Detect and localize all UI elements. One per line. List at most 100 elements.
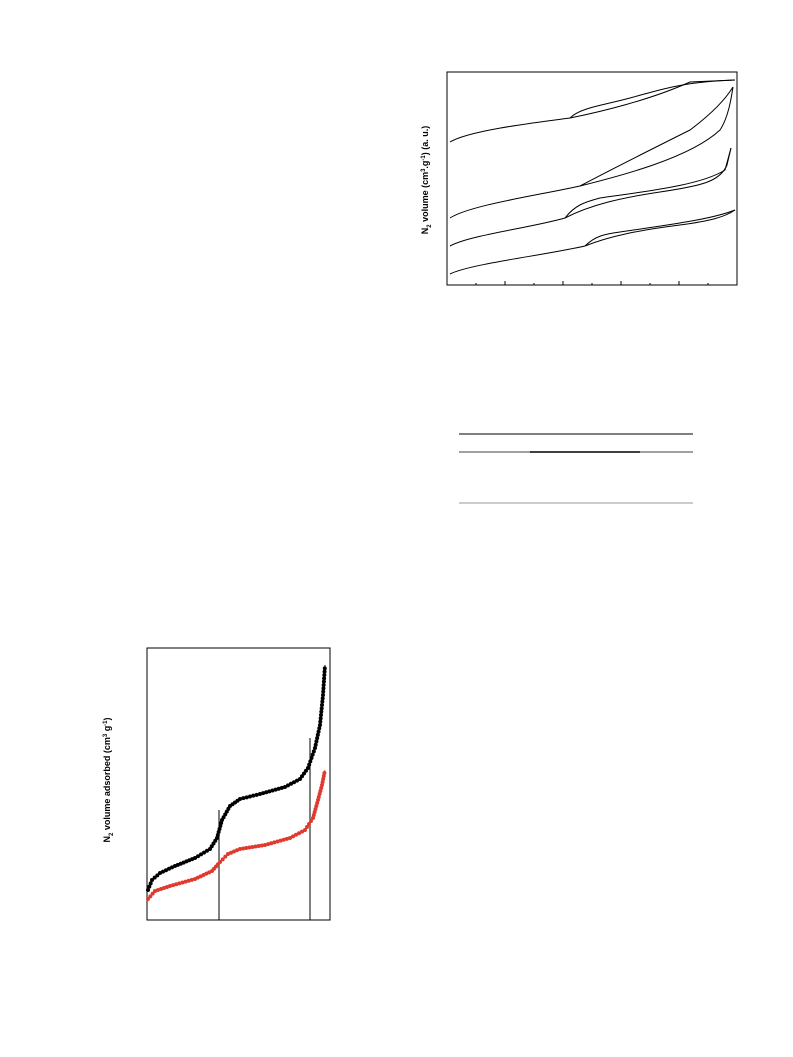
isotherm-point bbox=[174, 882, 179, 887]
isotherm-point bbox=[248, 794, 252, 799]
label-part: -1 bbox=[103, 720, 109, 726]
label-part: 3 bbox=[421, 168, 427, 172]
isotherm-point bbox=[320, 699, 325, 704]
isotherm-point bbox=[278, 838, 283, 843]
isotherm-point bbox=[320, 696, 325, 701]
isotherm bbox=[449, 86, 734, 219]
isotherm-point bbox=[170, 865, 174, 870]
label-part: .g bbox=[420, 161, 430, 169]
isotherm-point bbox=[322, 673, 327, 677]
isotherm-point bbox=[150, 891, 155, 896]
isotherm-point bbox=[311, 816, 315, 820]
isotherm-point bbox=[273, 787, 278, 792]
isotherm-point bbox=[315, 801, 320, 805]
isotherm-point bbox=[219, 821, 224, 825]
isotherm-point bbox=[241, 796, 246, 801]
isotherm-point bbox=[320, 783, 324, 787]
isotherm-point bbox=[223, 854, 228, 859]
label-part: ) bbox=[102, 717, 112, 720]
isotherm-point bbox=[286, 783, 290, 788]
isotherm-point bbox=[322, 666, 327, 671]
isotherm-point bbox=[167, 866, 171, 871]
isotherm-point bbox=[314, 804, 319, 808]
isotherm-point bbox=[314, 739, 319, 744]
isotherm-point bbox=[316, 798, 320, 802]
isotherm-point bbox=[321, 686, 326, 691]
isotherm-point bbox=[177, 881, 182, 886]
isotherm-point bbox=[306, 766, 310, 770]
isotherm-point bbox=[215, 833, 220, 837]
y-axis-label: N2 volume adsorbed (cm3 g-1) bbox=[102, 717, 115, 842]
label-part: volume adsorbed (cm bbox=[102, 737, 112, 833]
isotherm-point bbox=[150, 878, 154, 882]
isotherm-point bbox=[318, 723, 322, 727]
isotherm-point bbox=[205, 848, 209, 853]
isotherm-point bbox=[217, 827, 222, 831]
isotherm-point bbox=[264, 790, 269, 795]
label-part: 2 bbox=[109, 832, 115, 836]
isotherm-point bbox=[321, 777, 326, 781]
isotherm-point bbox=[183, 879, 188, 884]
isotherm-point bbox=[295, 778, 299, 783]
isotherm-point bbox=[309, 819, 313, 823]
isotherm-point bbox=[313, 807, 318, 811]
isotherm-point bbox=[147, 884, 152, 889]
isotherm-point bbox=[308, 759, 313, 764]
isotherm bbox=[584, 209, 736, 247]
isotherm-point bbox=[164, 868, 168, 873]
isotherm-point bbox=[161, 869, 165, 874]
isotherm-point bbox=[199, 852, 203, 857]
label-part: volume (cm bbox=[420, 172, 430, 225]
isotherm-point bbox=[238, 847, 242, 851]
isotherm-point bbox=[292, 780, 296, 785]
isotherm-point bbox=[275, 839, 280, 844]
isotherm-point bbox=[312, 810, 317, 814]
isotherm-point bbox=[267, 789, 272, 794]
isotherm-point bbox=[244, 846, 249, 850]
isotherm-point bbox=[251, 793, 256, 798]
isotherm-point bbox=[318, 716, 323, 721]
isotherm-point bbox=[305, 825, 309, 829]
isotherm-point bbox=[315, 736, 320, 741]
isotherm-point bbox=[241, 846, 246, 851]
isotherm-point bbox=[261, 791, 266, 796]
isotherm-point bbox=[238, 797, 242, 801]
isotherm-point bbox=[232, 849, 236, 854]
isotherm-point bbox=[294, 832, 298, 837]
isotherm-point bbox=[302, 771, 306, 776]
isotherm-point bbox=[300, 829, 304, 834]
isotherm-point bbox=[316, 729, 321, 734]
bottom-figure bbox=[146, 647, 331, 921]
isotherm-point bbox=[303, 828, 307, 832]
isotherm-point bbox=[266, 842, 271, 847]
isotherm-point bbox=[313, 746, 317, 750]
isotherm-point bbox=[235, 848, 239, 853]
isotherm-point bbox=[298, 777, 302, 781]
label-part: ) (a. u.) bbox=[420, 126, 430, 156]
isotherm-point bbox=[186, 878, 191, 883]
isotherm-point bbox=[196, 854, 200, 859]
isotherm-point bbox=[315, 732, 320, 737]
table-rules bbox=[459, 433, 693, 504]
isotherm-point bbox=[279, 785, 284, 790]
isotherm-point bbox=[311, 813, 316, 817]
isotherm-point bbox=[281, 837, 286, 842]
isotherm-point bbox=[319, 786, 324, 790]
isotherm-point bbox=[152, 875, 157, 880]
isotherm-point bbox=[322, 771, 327, 775]
isotherm-point bbox=[180, 880, 185, 885]
isotherm-point bbox=[318, 789, 323, 793]
isotherm-point bbox=[297, 831, 301, 836]
isotherm-point bbox=[291, 834, 295, 839]
isotherm-point bbox=[148, 881, 153, 886]
isotherm-point bbox=[202, 850, 206, 855]
y-axis-label: N2 volume (cm3.g-1) (a. u.) bbox=[420, 126, 433, 235]
isotherm-point bbox=[189, 877, 194, 882]
isotherm-point bbox=[218, 824, 223, 828]
isotherm-point bbox=[216, 830, 221, 834]
isotherm-point bbox=[272, 840, 277, 845]
isotherm-point bbox=[300, 774, 304, 779]
isotherm-point bbox=[263, 843, 267, 847]
isotherm-point bbox=[316, 795, 321, 799]
isotherm bbox=[564, 147, 732, 219]
